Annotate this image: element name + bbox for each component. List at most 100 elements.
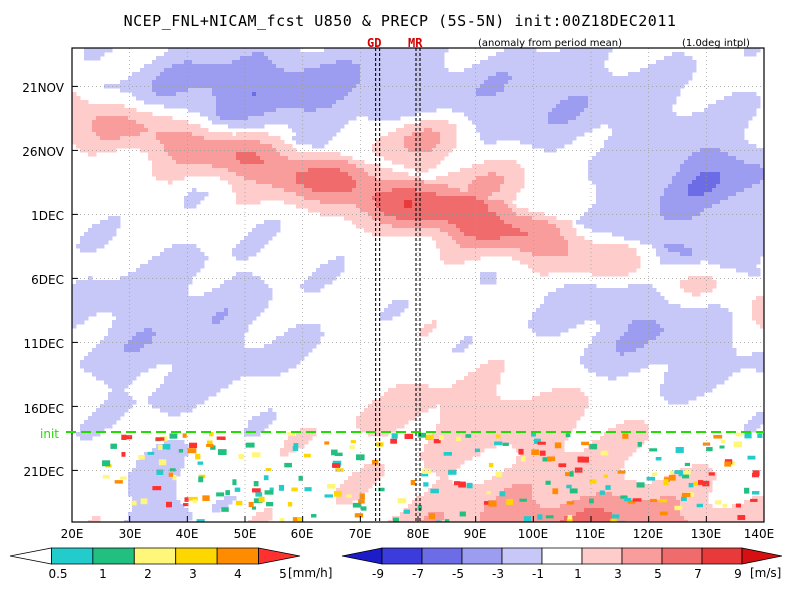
wind-cell [156, 152, 161, 157]
wind-cell [200, 196, 205, 201]
wind-cell [748, 144, 753, 149]
wind-cell [588, 124, 593, 129]
wind-cell [412, 140, 417, 145]
wind-cell [92, 124, 97, 129]
wind-cell [240, 148, 245, 153]
wind-cell [92, 56, 97, 61]
wind-cell [120, 116, 125, 121]
wind-cell [236, 180, 241, 185]
wind-cell [464, 92, 469, 97]
wind-cell [580, 92, 585, 97]
wind-cell [420, 96, 425, 101]
wind-cell [304, 104, 309, 109]
wind-cell [340, 188, 345, 193]
wind-cell [676, 116, 681, 121]
wind-cell [452, 172, 457, 177]
wind-cell [72, 140, 77, 145]
wind-cell [200, 76, 205, 81]
wind-cell [500, 136, 505, 141]
wind-cell [700, 120, 705, 125]
wind-cell [172, 148, 177, 153]
wind-cell [584, 72, 589, 77]
wind-cell [624, 156, 629, 161]
wind-cell [676, 132, 681, 137]
wind-cell [736, 144, 741, 149]
wind-cell [584, 68, 589, 73]
wind-cell [288, 200, 293, 205]
wind-cell [492, 100, 497, 105]
wind-cell [488, 88, 493, 93]
wind-cell [220, 152, 225, 157]
wind-cell [756, 180, 761, 185]
wind-cell [368, 184, 373, 189]
wind-cell [380, 80, 385, 85]
wind-cell [232, 188, 237, 193]
wind-cell [432, 104, 437, 109]
wind-cell [336, 72, 341, 77]
wind-cell [292, 196, 297, 201]
wind-cell [244, 140, 249, 145]
wind-cell [128, 128, 133, 133]
wind-cell [560, 136, 565, 141]
wind-cell [228, 84, 233, 89]
wind-cell [316, 124, 321, 129]
wind-cell [400, 148, 405, 153]
wind-cell [400, 64, 405, 69]
wind-cell [608, 192, 613, 197]
wind-cell [372, 100, 377, 105]
wind-cell [428, 192, 433, 197]
wind-cell [404, 76, 409, 81]
wind-cell [624, 168, 629, 173]
wind-cell [468, 84, 473, 89]
wind-cell [76, 100, 81, 105]
wind-cell [368, 108, 373, 113]
wind-cell [292, 152, 297, 157]
wind-cell [448, 148, 453, 153]
wind-cell [756, 156, 761, 161]
wind-cell [380, 144, 385, 149]
wind-cell [696, 112, 701, 117]
wind-cell [292, 80, 297, 85]
wind-cell [712, 176, 717, 181]
wind-cell [760, 172, 764, 177]
wind-cell [360, 64, 365, 69]
wind-cell [484, 180, 489, 185]
wind-cell [628, 72, 633, 77]
wind-cell [600, 176, 605, 181]
wind-cell [300, 88, 305, 93]
wind-cell [364, 68, 369, 73]
wind-cell [744, 52, 749, 57]
wind-cell [332, 116, 337, 121]
wind-cell [284, 60, 289, 65]
wind-cell [316, 204, 321, 209]
wind-cell [332, 164, 337, 169]
wind-cell [464, 172, 469, 177]
wind-cell [652, 84, 657, 89]
wind-cell [532, 136, 537, 141]
wind-cell [664, 124, 669, 129]
wind-cell [424, 52, 429, 57]
wind-cell [488, 132, 493, 137]
wind-cell [560, 76, 565, 81]
wind-cell [500, 104, 505, 109]
wind-cell [664, 152, 669, 157]
wind-cell [748, 184, 753, 189]
wind-cell [312, 100, 317, 105]
wind-cell [688, 192, 693, 197]
wind-cell [580, 128, 585, 133]
wind-cell [300, 56, 305, 61]
wind-cell [188, 64, 193, 69]
wind-cell [688, 56, 693, 61]
wind-cell [392, 48, 397, 53]
wind-cell [236, 60, 241, 65]
wind-cell [424, 56, 429, 61]
wind-cell [412, 204, 417, 209]
wind-cell [364, 56, 369, 61]
wind-cell [448, 88, 453, 93]
wind-cell [396, 196, 401, 201]
wind-cell [132, 136, 137, 141]
wind-cell [208, 152, 213, 157]
wind-cell [716, 124, 721, 129]
wind-cell [292, 128, 297, 133]
wind-cell [408, 140, 413, 145]
